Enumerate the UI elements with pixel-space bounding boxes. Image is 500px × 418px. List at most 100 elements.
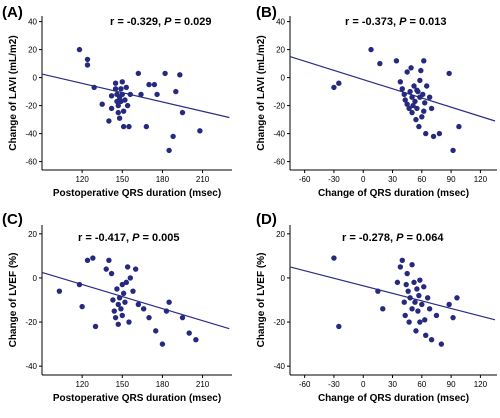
- data-point: [92, 323, 99, 330]
- data-point: [456, 123, 462, 130]
- data-point: [413, 116, 419, 123]
- p-symbol: P: [396, 232, 404, 244]
- x-tick-label: -60: [299, 380, 311, 389]
- data-point: [450, 147, 456, 154]
- data-point: [419, 301, 425, 308]
- data-point: [110, 297, 116, 303]
- y-tick-label: -40: [273, 362, 285, 371]
- data-point: [331, 84, 337, 91]
- regression-line: [289, 266, 496, 321]
- data-point: [409, 306, 415, 312]
- data-point: [377, 60, 383, 67]
- data-point: [412, 98, 418, 105]
- data-point: [409, 109, 415, 116]
- x-axis-label: Change of QRS duration (msec): [318, 188, 469, 199]
- data-point: [406, 319, 412, 325]
- data-point: [394, 279, 401, 286]
- data-point: [124, 102, 131, 109]
- regression-line: [41, 271, 230, 330]
- data-point: [84, 257, 91, 263]
- data-point: [118, 86, 124, 92]
- data-point: [163, 308, 170, 314]
- correlation-r: r = -0.373,: [345, 16, 399, 28]
- data-point: [103, 266, 109, 272]
- x-tick-label: 180: [156, 175, 170, 184]
- panel-d: (D) r = -0.278, P = 0.064 -40 -20 0 20 -60 -30 0…: [256, 211, 497, 404]
- data-point: [153, 328, 159, 334]
- data-point: [154, 91, 160, 98]
- x-tick-label: 120: [75, 380, 89, 389]
- panel-b: (B) r = -0.373, P = 0.013 -60 -40 -20 0 20 40 -6…: [256, 4, 497, 199]
- data-point: [76, 46, 83, 53]
- data-point: [426, 306, 433, 312]
- data-point: [179, 109, 186, 116]
- data-point: [428, 337, 435, 343]
- data-point: [417, 319, 423, 325]
- regression-line: [41, 73, 230, 119]
- data-point: [146, 81, 152, 88]
- x-tick-label: 210: [196, 380, 210, 389]
- data-point: [170, 133, 176, 140]
- p-value: = 0.029: [171, 16, 211, 28]
- data-point: [116, 115, 123, 121]
- x-axis-label: Postoperative QRS duration (msec): [53, 188, 221, 199]
- data-point: [436, 130, 443, 137]
- y-tick-label: 20: [276, 46, 285, 55]
- y-tick-label: 0: [281, 74, 286, 83]
- data-point: [403, 281, 409, 288]
- data-point: [423, 83, 430, 89]
- data-point: [118, 306, 124, 312]
- data-point: [430, 133, 437, 140]
- data-point: [417, 77, 423, 84]
- data-point: [409, 262, 415, 268]
- p-symbol: P: [164, 16, 172, 28]
- data-point: [108, 270, 115, 277]
- correlation-annotation: r = -0.329, P = 0.029: [110, 16, 212, 28]
- data-point: [197, 128, 203, 134]
- data-point: [123, 84, 129, 91]
- data-point: [419, 114, 425, 120]
- panel-c: (C) r = -0.417, P = 0.005 -40 -20 0 20 120 150 1…: [2, 211, 232, 404]
- data-point: [413, 328, 419, 334]
- data-point: [115, 321, 121, 327]
- data-point: [112, 80, 119, 86]
- data-point: [414, 286, 420, 292]
- y-tick-label: -60: [25, 158, 37, 167]
- data-point: [91, 84, 97, 91]
- data-point: [127, 275, 134, 281]
- data-point: [426, 94, 433, 100]
- data-point: [424, 295, 431, 301]
- data-point: [90, 255, 96, 261]
- data-point: [404, 270, 410, 277]
- data-point: [331, 255, 337, 261]
- y-tick-label: 0: [33, 274, 38, 283]
- data-point: [433, 312, 440, 319]
- correlation-annotation: r = -0.373, P = 0.013: [345, 16, 447, 28]
- p-symbol: P: [399, 16, 407, 28]
- data-point: [423, 332, 429, 338]
- data-point: [406, 105, 412, 112]
- data-point: [193, 337, 199, 343]
- data-point: [79, 303, 85, 310]
- data-point: [336, 80, 342, 86]
- x-tick-label: 0: [361, 175, 366, 184]
- data-point: [407, 88, 413, 95]
- data-point: [166, 299, 172, 305]
- data-point: [120, 108, 127, 114]
- data-point: [402, 97, 408, 103]
- data-point: [126, 319, 132, 325]
- panel-letter: (B): [256, 4, 277, 21]
- data-point: [401, 299, 407, 305]
- data-point: [186, 330, 192, 336]
- data-point: [438, 341, 445, 347]
- p-symbol: P: [132, 232, 140, 244]
- data-point: [179, 314, 186, 321]
- data-point: [159, 341, 166, 347]
- data-point: [76, 281, 83, 288]
- y-tick-label: 0: [33, 74, 38, 83]
- y-tick-label: 20: [276, 230, 285, 239]
- x-tick-label: 120: [474, 380, 488, 389]
- data-point: [421, 58, 427, 64]
- panel-letter: (D): [256, 211, 277, 228]
- data-point: [84, 56, 91, 63]
